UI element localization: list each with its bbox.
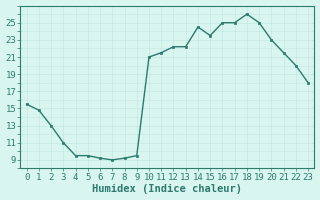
X-axis label: Humidex (Indice chaleur): Humidex (Indice chaleur): [92, 184, 242, 194]
